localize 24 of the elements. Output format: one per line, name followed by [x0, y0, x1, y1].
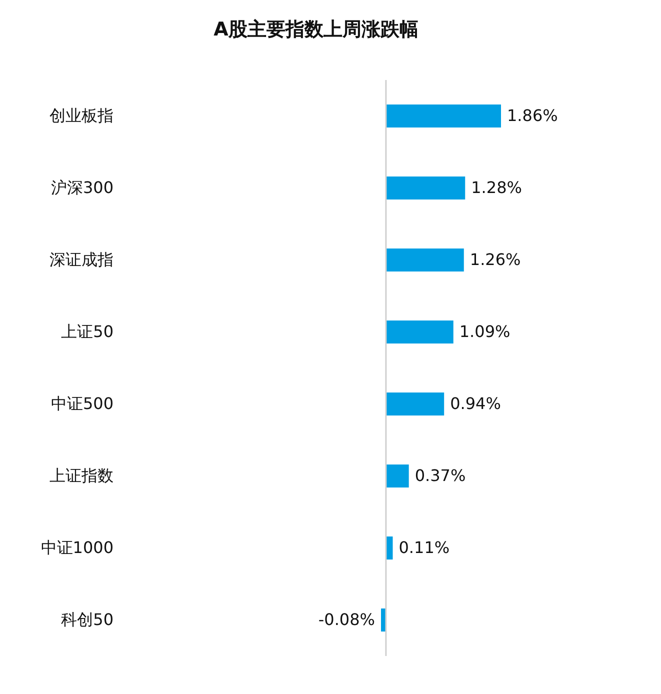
bar	[386, 392, 444, 416]
y-tick-label: 深证成指	[50, 250, 114, 269]
bar	[386, 176, 466, 200]
data-label: 1.28%	[471, 178, 522, 197]
bar	[386, 536, 393, 560]
y-tick-label: 中证500	[50, 394, 114, 413]
y-tick-label: 上证50	[61, 322, 114, 341]
y-tick-label: 沪深300	[50, 178, 114, 197]
data-label: 1.09%	[459, 322, 510, 341]
y-tick-label: 创业板指	[50, 106, 114, 125]
bar	[386, 464, 409, 488]
bar	[386, 320, 454, 344]
y-tick-label: 中证1000	[40, 538, 114, 557]
data-label: 0.37%	[414, 466, 466, 485]
bar	[386, 248, 464, 272]
data-label: 0.11%	[398, 538, 450, 557]
data-label: 1.86%	[507, 106, 558, 125]
data-label: 0.94%	[450, 394, 501, 413]
data-label: -0.08%	[318, 610, 375, 629]
data-label: 1.26%	[470, 250, 521, 269]
bar	[386, 104, 501, 128]
y-tick-label: 科创50	[61, 610, 114, 629]
chart-title: A股主要指数上周涨跌幅	[214, 18, 418, 40]
y-tick-label: 上证指数	[50, 466, 114, 485]
